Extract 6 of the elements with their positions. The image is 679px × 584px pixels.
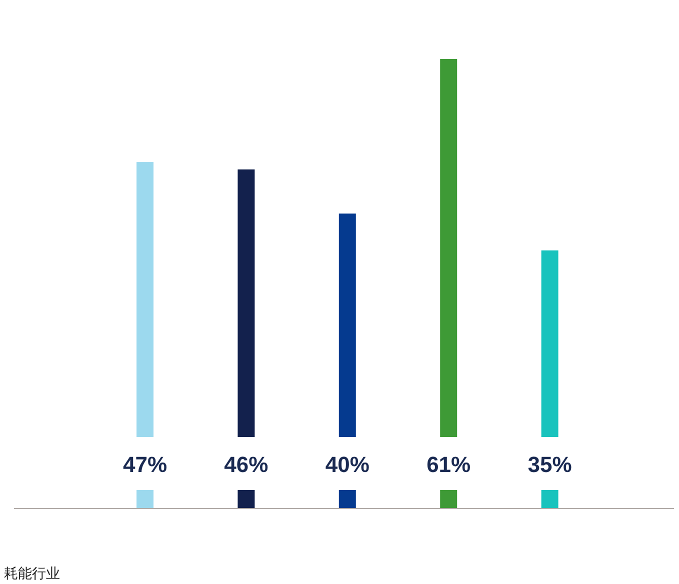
data-label: 46% [224,452,268,477]
data-label: 40% [325,452,370,477]
text: 耗能行业 [4,566,60,582]
data-label: 35% [528,452,572,477]
data-label: 61% [426,452,471,477]
data-label: 47% [122,452,168,477]
